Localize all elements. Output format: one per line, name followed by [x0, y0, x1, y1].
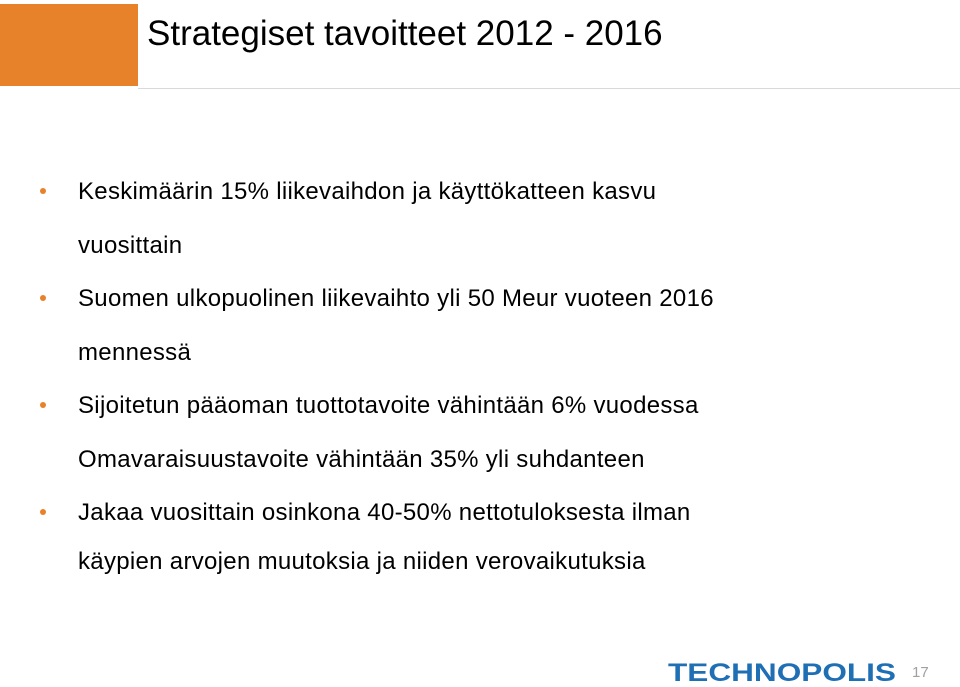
bullet-line: Sijoitetun pääoman tuottotavoite vähintä… — [78, 392, 699, 419]
title-accent-block — [0, 4, 138, 86]
bullet-line-continuation: vuosittain — [78, 232, 183, 259]
title-divider — [138, 88, 960, 89]
page-number: 17 — [912, 664, 929, 681]
bullet-line: Suomen ulkopuolinen liikevaihto yli 50 M… — [78, 285, 714, 312]
bullet-line: Keskimäärin 15% liikevaihdon ja käyttöka… — [78, 178, 657, 205]
bullet-line-continuation: käypien arvojen muutoksia ja niiden vero… — [78, 548, 646, 575]
bullet-line-continuation: Omavaraisuustavoite vähintään 35% yli su… — [78, 446, 645, 473]
slide-title: Strategiset tavoitteet 2012 - 2016 — [147, 14, 663, 53]
bullet-marker — [40, 509, 46, 515]
technopolis-logo: TECHNOPOLIS — [668, 660, 896, 684]
bullet-line-continuation: mennessä — [78, 339, 192, 366]
logo-wordmark: TECHNOPOLIS — [668, 660, 896, 684]
bullet-marker — [40, 188, 46, 194]
bullet-marker — [40, 402, 46, 408]
bullet-line: Jakaa vuosittain osinkona 40-50% nettotu… — [78, 499, 691, 526]
bullet-marker — [40, 295, 46, 301]
